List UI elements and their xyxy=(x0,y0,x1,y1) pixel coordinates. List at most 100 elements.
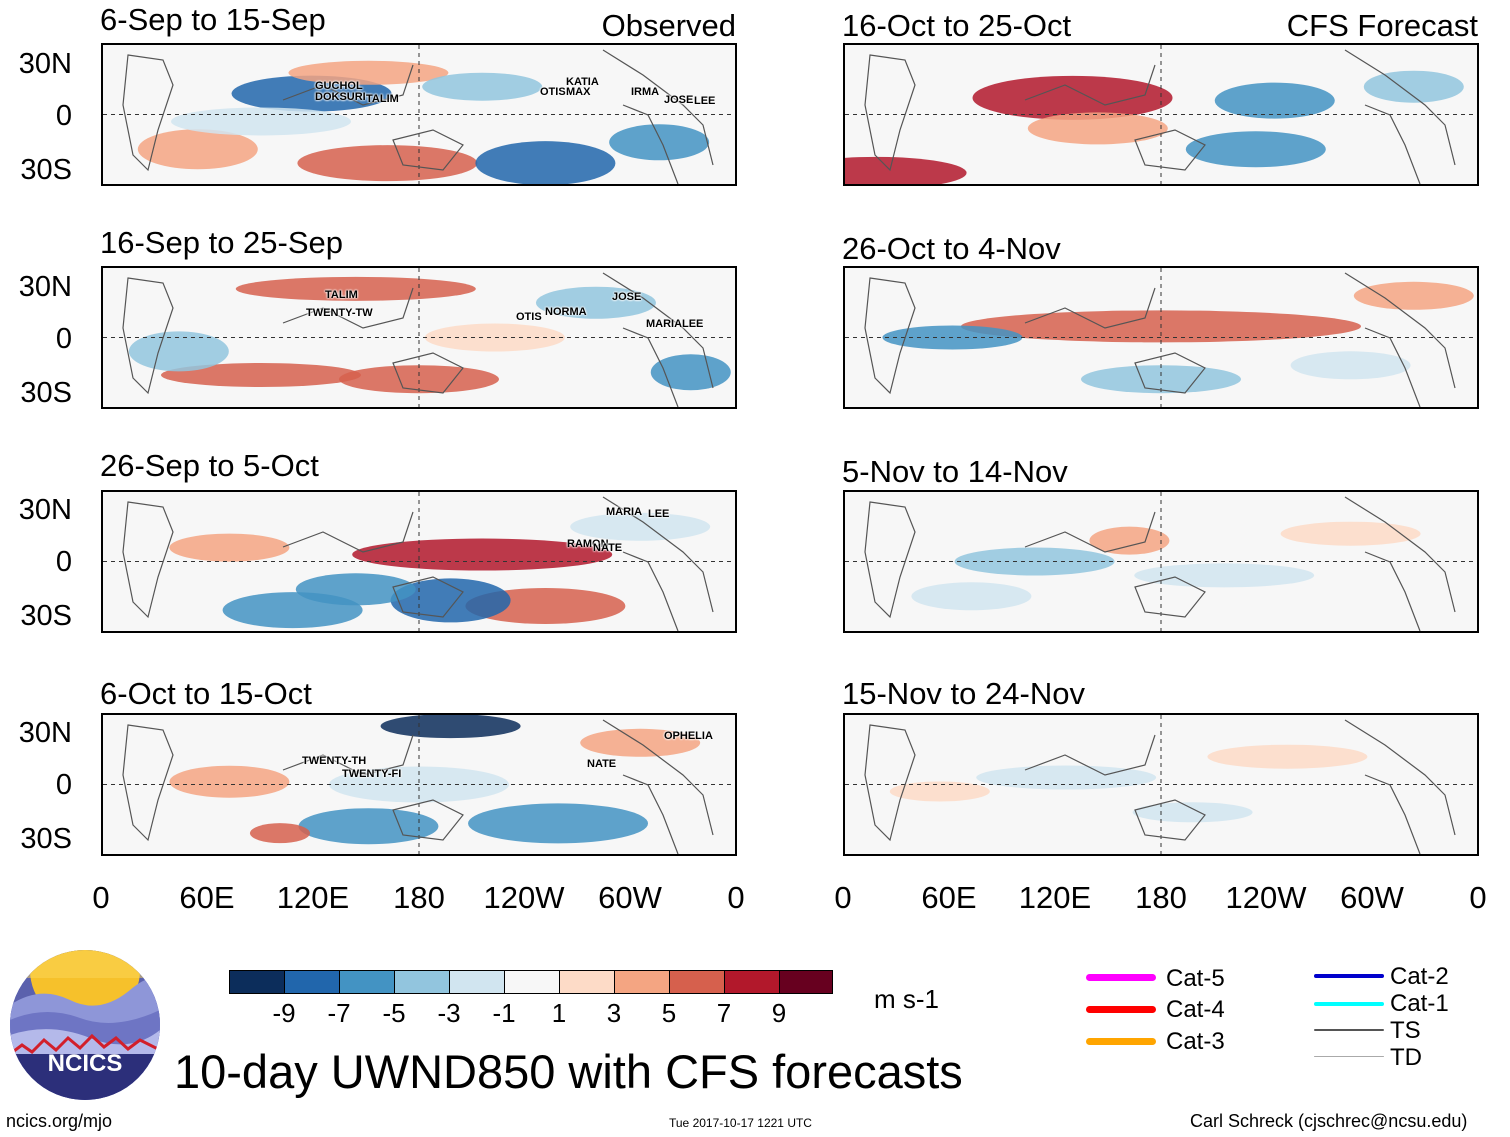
anomaly-blob xyxy=(169,533,290,562)
anomaly-blob xyxy=(972,75,1173,120)
anomaly-blob xyxy=(380,715,521,739)
author-credit: Carl Schreck (cjschrec@ncsu.edu) xyxy=(1190,1111,1468,1131)
coastline xyxy=(1024,287,1156,329)
colorbar-bin xyxy=(779,970,833,994)
anomaly-blob xyxy=(161,363,361,388)
coastline xyxy=(1364,551,1421,631)
timestamp: Tue 2017-10-17 1221 UTC xyxy=(669,1116,812,1130)
anomaly-blob xyxy=(297,145,478,182)
lon-label: 120W xyxy=(1225,880,1307,915)
storm-label: TWENTY-TH xyxy=(302,755,367,767)
storm-label: LEE xyxy=(682,318,704,330)
coastline xyxy=(864,54,916,172)
legend-line-td xyxy=(1314,1056,1384,1057)
lat-label-0: 0 xyxy=(55,546,72,578)
storm-label: LEE xyxy=(648,508,670,520)
anomaly-blob xyxy=(889,781,990,802)
coastline xyxy=(122,277,174,395)
anomaly-blob xyxy=(288,60,449,85)
lat-label-0: 0 xyxy=(55,100,72,132)
colorbar-bin xyxy=(614,970,670,994)
logo-text: NCICS xyxy=(47,1050,123,1077)
anomaly-blob xyxy=(235,276,476,301)
observed-label: Observed xyxy=(601,8,736,43)
colorbar-tick: -1 xyxy=(492,998,516,1028)
coastline xyxy=(1024,64,1156,106)
colorbar-bin xyxy=(284,970,340,994)
anomaly-blob xyxy=(1207,744,1368,769)
anomaly-field xyxy=(845,492,1477,631)
anomaly-blob xyxy=(845,156,967,184)
map-forecast-4 xyxy=(843,713,1479,856)
storm-label: MARIA xyxy=(646,318,683,330)
lon-label: 0 xyxy=(834,880,852,915)
storm-label: OPHELIA xyxy=(664,730,713,742)
forecast-panel-1-title: 16-Oct to 25-Oct xyxy=(842,8,1072,43)
anomaly-blob xyxy=(1134,563,1315,588)
coastline xyxy=(122,54,174,172)
lat-label-0: 0 xyxy=(55,323,72,355)
legend-label-cat5: Cat-5 xyxy=(1166,965,1225,992)
forecast-label: CFS Forecast xyxy=(1286,8,1478,43)
observed-panel-1-title: 6-Sep to 15-Sep xyxy=(100,2,326,37)
anomaly-blob xyxy=(231,75,392,112)
lon-label: 180 xyxy=(393,880,445,915)
coastline xyxy=(622,551,679,631)
colorbar-tick: 7 xyxy=(716,998,732,1028)
coastline xyxy=(864,277,916,395)
anomaly-blob xyxy=(1214,82,1335,119)
storm-label: GUCHOL xyxy=(315,80,363,92)
storm-label: OTIS xyxy=(516,311,542,323)
observed-panel-3-title: 26-Sep to 5-Oct xyxy=(100,448,319,483)
anomaly-blob xyxy=(1185,131,1326,168)
storm-label: OTIS xyxy=(540,86,566,98)
anomaly-blob xyxy=(650,354,731,391)
anomaly-field xyxy=(103,715,735,854)
coastline xyxy=(392,576,464,618)
storm-label: TALIM xyxy=(366,93,399,105)
anomaly-blob xyxy=(535,286,656,319)
coastline xyxy=(1364,774,1421,854)
colorbar-tick: 3 xyxy=(606,998,622,1028)
storm-label: NORMA xyxy=(545,306,587,318)
coastline xyxy=(622,327,679,407)
anomaly-field xyxy=(103,492,735,631)
anomaly-blob xyxy=(298,808,439,845)
coastline xyxy=(1364,104,1421,184)
anomaly-blob xyxy=(352,538,613,571)
storm-label: JOSE xyxy=(664,94,694,106)
forecast-panel-4-title: 15-Nov to 24-Nov xyxy=(842,676,1085,711)
coastline xyxy=(1344,496,1456,613)
storm-label: DOKSURI xyxy=(315,91,366,103)
map-observed-2 xyxy=(101,266,737,409)
lon-label: 0 xyxy=(92,880,110,915)
anomaly-blob xyxy=(422,72,543,101)
anomaly-blob xyxy=(1353,281,1474,310)
observed-panel-4-title: 6-Oct to 15-Oct xyxy=(100,676,312,711)
colorbar-bin xyxy=(559,970,615,994)
map-forecast-3 xyxy=(843,490,1479,633)
storm-label: RAMON xyxy=(567,538,609,550)
coastline xyxy=(602,272,714,389)
storm-label: TWENTY-FI xyxy=(342,768,402,780)
lon-label: 0 xyxy=(1469,880,1487,915)
coastline xyxy=(864,724,916,842)
colorbar-bin xyxy=(339,970,395,994)
legend-line-cat3 xyxy=(1086,1038,1156,1045)
ncics-url[interactable]: ncics.org/mjo xyxy=(6,1111,113,1131)
lat-label-30s: 30S xyxy=(20,600,72,632)
anomaly-blob xyxy=(911,582,1032,611)
map-observed-1 xyxy=(101,43,737,186)
legend-line-cat2 xyxy=(1314,974,1384,978)
anomaly-blob xyxy=(171,107,351,136)
anomaly-blob xyxy=(169,765,290,798)
lon-label: 120E xyxy=(276,880,350,915)
anomaly-blob xyxy=(1089,526,1170,555)
storm-label: TWENTY-TW xyxy=(306,307,373,319)
coastline xyxy=(602,49,714,166)
anomaly-field xyxy=(845,268,1477,407)
legend-label-cat1: Cat-1 xyxy=(1390,990,1449,1017)
storm-label: IRMA xyxy=(631,86,660,98)
coastline xyxy=(622,774,679,854)
lon-label: 60E xyxy=(179,880,235,915)
